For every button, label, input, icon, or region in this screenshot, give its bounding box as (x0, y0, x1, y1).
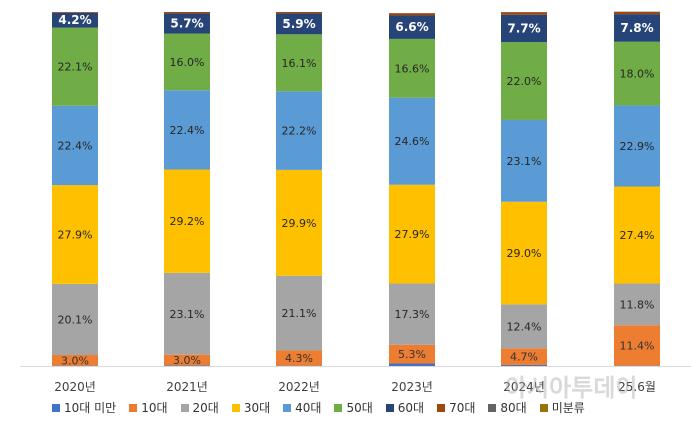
legend-item: 10대 (129, 399, 167, 416)
legend-label: 60대 (398, 399, 424, 416)
legend-label: 미분류 (552, 399, 585, 416)
legend-item: 80대 (488, 399, 526, 416)
data-label: 23.1% (507, 155, 542, 168)
data-label: 5.9% (282, 17, 315, 31)
data-label: 22.9% (620, 140, 655, 153)
x-tick-label: 25.6월 (618, 380, 656, 394)
legend-label: 10대 미만 (64, 399, 116, 416)
data-label: 29.2% (170, 215, 205, 228)
bar-segment (501, 12, 547, 14)
legend-item: 30대 (232, 399, 270, 416)
data-label: 29.0% (507, 247, 542, 260)
data-label: 3.0% (61, 354, 89, 367)
data-label: 22.1% (58, 61, 93, 74)
data-label: 16.1% (282, 57, 317, 70)
data-label: 22.4% (170, 124, 205, 137)
legend-item: 70대 (437, 399, 475, 416)
data-label: 11.4% (620, 339, 655, 352)
x-tick-label: 2022년 (278, 380, 320, 394)
legend-item: 50대 (334, 399, 372, 416)
legend-swatch (488, 404, 496, 412)
data-label: 22.2% (282, 125, 317, 138)
legend-swatch (283, 404, 291, 412)
legend-label: 70대 (449, 399, 475, 416)
legend-label: 50대 (346, 399, 372, 416)
x-tick-label: 2021년 (166, 380, 208, 394)
bar-segment (501, 365, 547, 366)
data-label: 17.3% (395, 308, 430, 321)
data-label: 20.1% (58, 313, 93, 326)
data-label: 7.8% (620, 21, 653, 35)
legend-item: 20대 (181, 399, 219, 416)
legend-label: 80대 (500, 399, 526, 416)
legend-label: 40대 (295, 399, 321, 416)
x-tick-label: 2024년 (503, 380, 545, 394)
data-label: 4.2% (58, 13, 91, 27)
legend-swatch (437, 404, 445, 412)
data-label: 11.8% (620, 298, 655, 311)
data-label: 29.9% (282, 217, 317, 230)
legend-item: 40대 (283, 399, 321, 416)
bar-segment (614, 12, 660, 14)
data-label: 18.0% (620, 68, 655, 81)
legend-label: 30대 (244, 399, 270, 416)
data-label: 27.9% (395, 228, 430, 241)
bar-segment (276, 12, 322, 13)
x-tick-label: 2023년 (391, 380, 433, 394)
legend-swatch (334, 404, 342, 412)
legend-swatch (232, 404, 240, 412)
bar-segment (389, 13, 435, 15)
legend-swatch (386, 404, 394, 412)
data-label: 24.6% (395, 135, 430, 148)
data-label: 16.6% (395, 62, 430, 75)
data-label: 5.7% (170, 17, 203, 31)
data-label: 21.1% (282, 307, 317, 320)
data-label: 27.9% (58, 228, 93, 241)
legend-swatch (540, 404, 548, 412)
data-label: 23.1% (170, 308, 205, 321)
data-label: 5.3% (398, 348, 426, 361)
data-label: 27.4% (620, 229, 655, 242)
x-tick-label: 2020년 (54, 380, 96, 394)
data-label: 16.0% (170, 56, 205, 69)
legend-swatch (181, 404, 189, 412)
legend-item: 60대 (386, 399, 424, 416)
legend-label: 10대 (141, 399, 167, 416)
legend-item: 10대 미만 (52, 399, 116, 416)
legend-swatch (129, 404, 137, 412)
bar-segment (389, 364, 435, 366)
legend-item: 미분류 (540, 399, 585, 416)
chart-legend: 10대 미만 10대 20대 30대 40대 50대 60대 70대 80대 미분류 (52, 399, 598, 416)
data-label: 7.7% (507, 21, 540, 35)
data-label: 22.0% (507, 75, 542, 88)
data-label: 3.0% (173, 354, 201, 367)
data-label: 6.6% (395, 20, 428, 34)
bar-segment (52, 12, 98, 13)
legend-label: 20대 (193, 399, 219, 416)
data-label: 12.4% (507, 320, 542, 333)
legend-swatch (52, 404, 60, 412)
data-label: 4.3% (285, 352, 313, 365)
data-label: 4.7% (510, 351, 538, 364)
data-label: 22.4% (58, 139, 93, 152)
bar-segment (164, 12, 210, 13)
